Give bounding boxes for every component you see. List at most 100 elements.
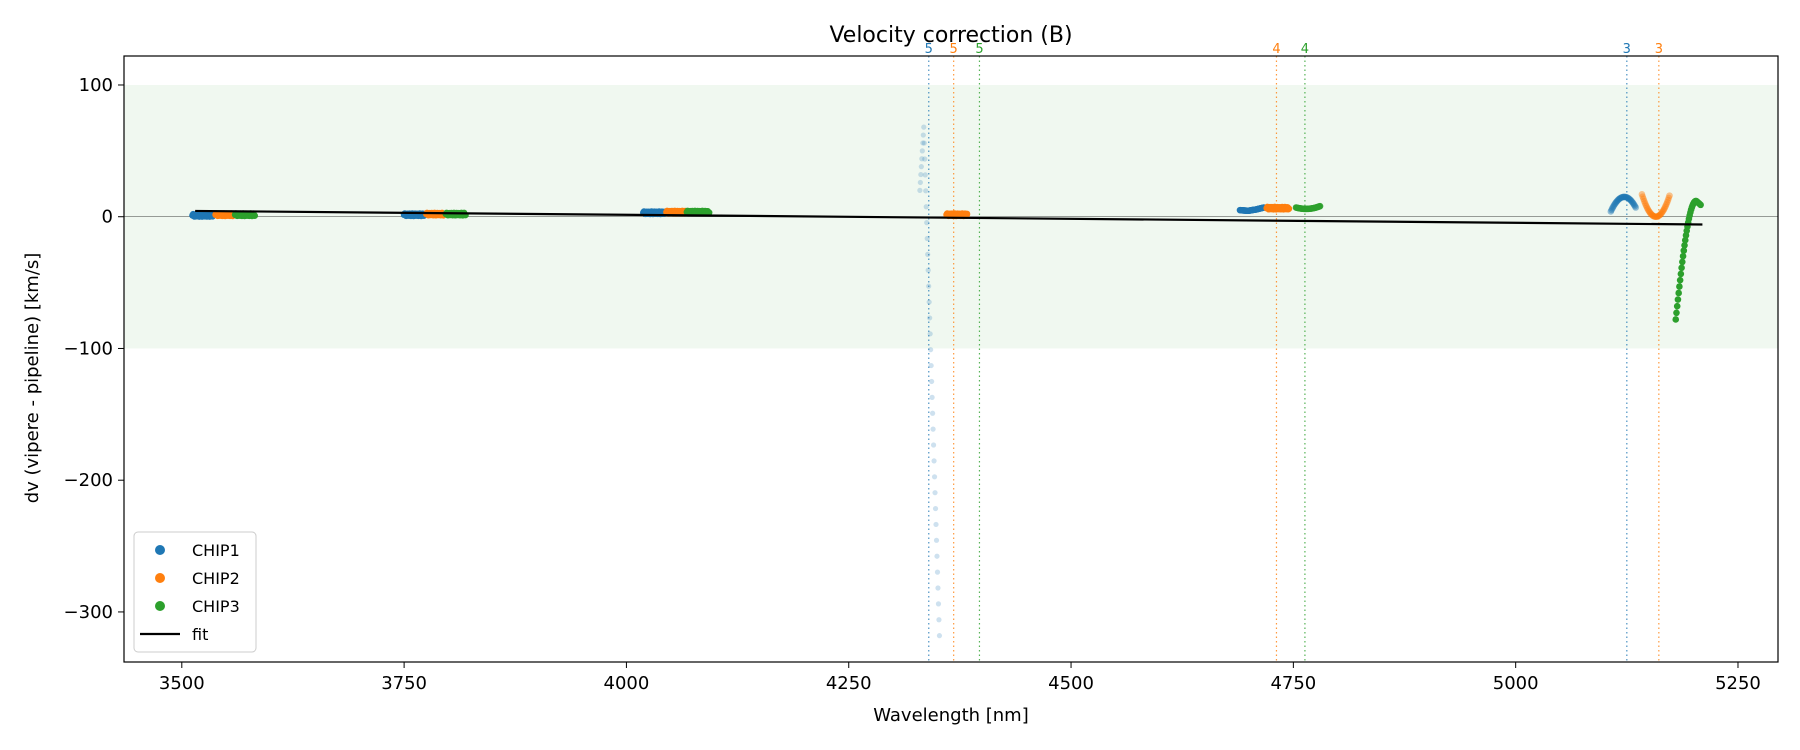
data-point (918, 171, 924, 178)
y-tick-label: −100 (64, 338, 113, 359)
data-point (927, 315, 933, 321)
legend-label: CHIP1 (192, 541, 240, 560)
data-point (934, 569, 941, 575)
data-point (925, 251, 931, 257)
data-point (1641, 199, 1649, 207)
data-point (1642, 201, 1649, 208)
data-point (1647, 210, 1655, 218)
x-tick-label: 4750 (1270, 673, 1316, 694)
data-point (921, 124, 927, 130)
data-point (936, 617, 942, 623)
data-point (251, 212, 259, 220)
data-point (1644, 206, 1652, 213)
legend-label: CHIP2 (192, 569, 240, 588)
data-point (930, 426, 936, 432)
data-point (1614, 196, 1622, 204)
data-point (932, 505, 939, 512)
data-point (926, 283, 932, 289)
data-point (1630, 201, 1638, 209)
x-tick-label: 4000 (604, 673, 650, 694)
data-point (1617, 194, 1624, 202)
data-point (918, 164, 924, 170)
data-point (1285, 205, 1293, 212)
data-point (1673, 309, 1680, 317)
data-point (1609, 203, 1617, 211)
data-point (1621, 193, 1629, 201)
x-tick-label: 3500 (159, 673, 205, 694)
data-point (1656, 211, 1664, 219)
data-point (1639, 193, 1646, 200)
data-point (927, 331, 933, 337)
data-point (1674, 296, 1682, 303)
data-point (926, 299, 932, 305)
data-point (1610, 202, 1618, 210)
data-point (929, 410, 936, 416)
data-point (1665, 194, 1673, 202)
data-point (705, 209, 713, 216)
data-point (1643, 203, 1650, 210)
data-point (1681, 241, 1688, 249)
data-point (1631, 202, 1639, 210)
data-point (1608, 206, 1615, 214)
data-point (1623, 194, 1631, 201)
data-point (1632, 204, 1640, 211)
y-tick-label: 100 (79, 75, 113, 96)
data-point (963, 210, 971, 218)
y-tick-label: −200 (64, 470, 113, 491)
data-point (919, 148, 925, 154)
axes-frame (123, 55, 1779, 663)
data-point (921, 140, 927, 146)
data-point (1675, 289, 1682, 297)
data-point (928, 347, 934, 353)
data-point (928, 362, 934, 369)
data-point (1646, 209, 1654, 217)
data-point (917, 179, 923, 186)
data-point (1676, 276, 1684, 284)
data-point (1697, 201, 1704, 209)
data-point (1672, 316, 1680, 323)
y-tick-label: 0 (102, 207, 113, 228)
data-point (1660, 205, 1668, 213)
x-tick-label: 4250 (826, 673, 872, 694)
data-point (1629, 199, 1637, 207)
data-point (1608, 205, 1616, 212)
data-point (1616, 195, 1623, 202)
data-point (1654, 213, 1661, 220)
order-marker-label: 4 (1301, 42, 1309, 57)
data-point (1619, 193, 1627, 201)
data-point (1657, 210, 1664, 218)
data-point (1625, 194, 1632, 202)
data-point (933, 537, 940, 543)
data-point (1645, 207, 1652, 214)
order-marker-label: 5 (975, 42, 983, 57)
data-point (1622, 193, 1629, 201)
data-point (1651, 213, 1658, 220)
data-point (1664, 196, 1672, 204)
data-point (1680, 247, 1688, 254)
data-point (929, 394, 935, 400)
x-tick-label: 5250 (1715, 673, 1761, 694)
data-point (924, 220, 930, 226)
data-point (934, 553, 940, 559)
data-point (1666, 192, 1673, 199)
data-point (1643, 204, 1651, 212)
data-point (922, 156, 928, 162)
data-point (1677, 270, 1685, 278)
data-point (1655, 212, 1662, 220)
data-point (935, 585, 941, 591)
x-axis-label: Wavelength [nm] (873, 705, 1029, 726)
data-point (1673, 302, 1681, 310)
data-point (1607, 208, 1615, 215)
data-point (1613, 198, 1620, 205)
data-point (1650, 212, 1658, 220)
data-point (935, 601, 942, 607)
data-point (1614, 197, 1621, 204)
data-point (919, 156, 925, 162)
order-marker-label: 3 (1655, 42, 1663, 57)
data-point (1646, 208, 1653, 216)
data-point (1640, 197, 1648, 205)
data-point (1679, 252, 1687, 260)
data-point (1620, 193, 1628, 201)
data-point (1640, 195, 1647, 203)
